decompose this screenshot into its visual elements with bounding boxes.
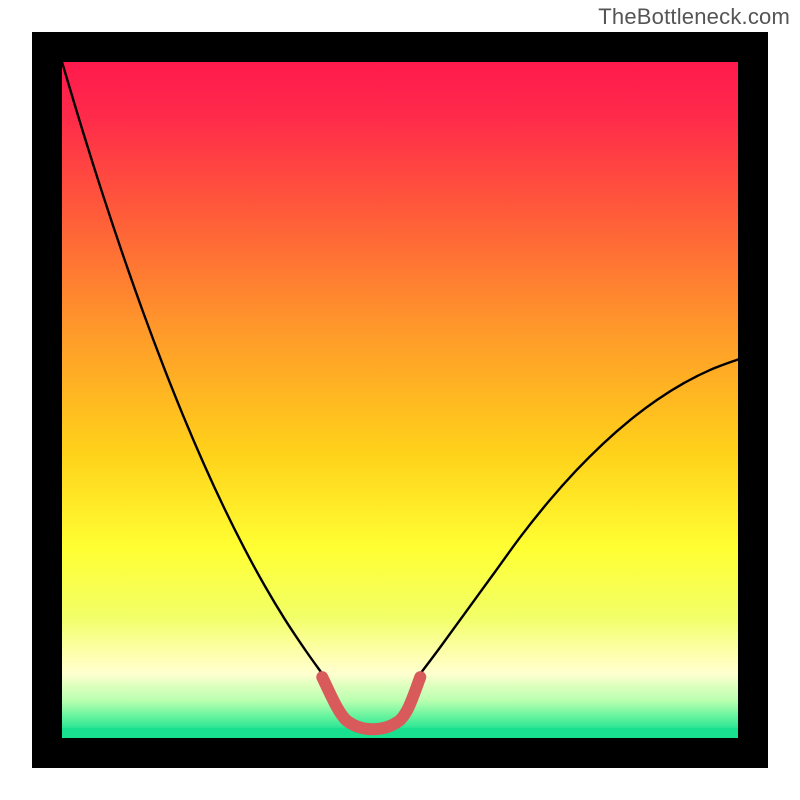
watermark-text: TheBottleneck.com [598, 4, 790, 30]
chart-canvas: TheBottleneck.com [0, 0, 800, 800]
bottleneck-chart-svg [0, 0, 800, 800]
